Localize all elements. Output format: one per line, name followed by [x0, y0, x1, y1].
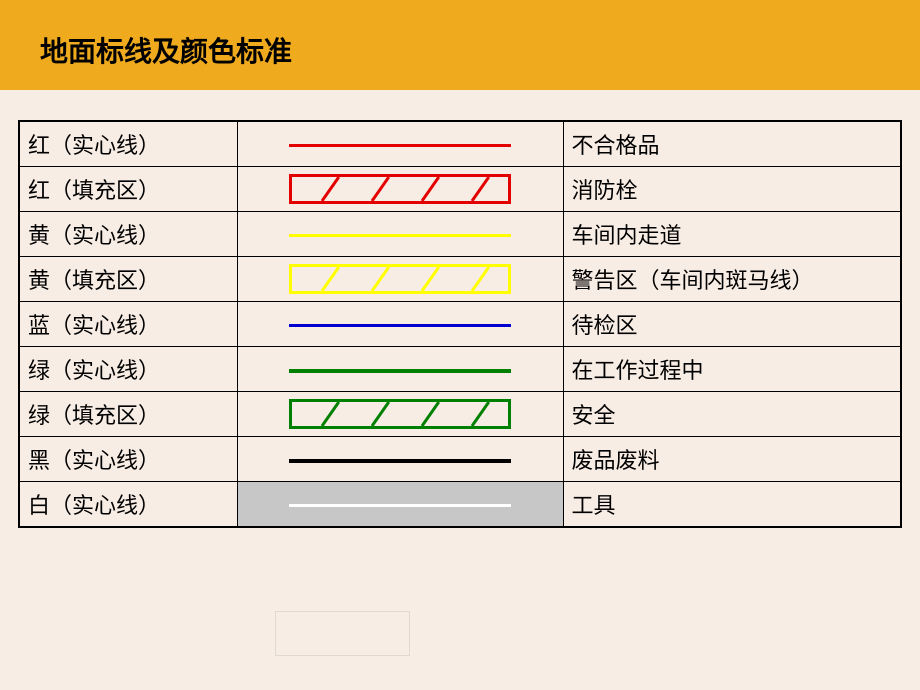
swatch-line [289, 234, 511, 237]
swatch-hatch-box [289, 174, 511, 204]
table-row: 黄（实心线） 车间内走道 [19, 212, 901, 257]
table-row: 绿（填充区） 安全 [19, 392, 901, 437]
table-row: 黑（实心线） 废品废料 [19, 437, 901, 482]
swatch-line [289, 369, 511, 373]
row-desc: 待检区 [563, 302, 901, 347]
row-desc: 消防栓 [563, 167, 901, 212]
swatch-line [289, 324, 511, 327]
row-swatch [237, 212, 563, 257]
row-swatch [237, 482, 563, 528]
row-swatch [237, 121, 563, 167]
row-name: 黄（填充区） [19, 257, 237, 302]
row-name: 蓝（实心线） [19, 302, 237, 347]
row-name: 红（填充区） [19, 167, 237, 212]
legend-table: 红（实心线） 不合格品红（填充区） 消防栓黄（实心线） 车间内走道黄（填充区） 警告区（… [18, 120, 902, 528]
row-desc: 废品废料 [563, 437, 901, 482]
row-desc: 安全 [563, 392, 901, 437]
row-desc: 不合格品 [563, 121, 901, 167]
row-swatch [237, 257, 563, 302]
row-desc: 警告区（车间内斑马线） [563, 257, 901, 302]
row-name: 黄（实心线） [19, 212, 237, 257]
hatch-pattern-icon [292, 402, 508, 426]
header-bar: 地面标线及颜色标准 [0, 0, 920, 90]
legend-tbody: 红（实心线） 不合格品红（填充区） 消防栓黄（实心线） 车间内走道黄（填充区） 警告区（… [19, 121, 901, 527]
table-row: 绿（实心线） 在工作过程中 [19, 347, 901, 392]
table-container: 红（实心线） 不合格品红（填充区） 消防栓黄（实心线） 车间内走道黄（填充区） 警告区（… [0, 90, 920, 528]
row-swatch [237, 392, 563, 437]
row-desc: 工具 [563, 482, 901, 528]
row-swatch [237, 347, 563, 392]
row-name: 红（实心线） [19, 121, 237, 167]
swatch-line [289, 504, 511, 507]
swatch-hatch-box [289, 264, 511, 294]
table-row: 白（实心线） 工具 [19, 482, 901, 528]
row-desc: 在工作过程中 [563, 347, 901, 392]
page-title: 地面标线及颜色标准 [40, 30, 880, 70]
hatch-pattern-icon [292, 267, 508, 291]
row-name: 绿（实心线） [19, 347, 237, 392]
swatch-line [289, 144, 511, 147]
row-name: 黑（实心线） [19, 437, 237, 482]
decorative-box [275, 611, 410, 656]
row-desc: 车间内走道 [563, 212, 901, 257]
table-row: 黄（填充区） 警告区（车间内斑马线） [19, 257, 901, 302]
swatch-line [289, 459, 511, 463]
table-row: 蓝（实心线） 待检区 [19, 302, 901, 347]
row-swatch [237, 437, 563, 482]
hatch-pattern-icon [292, 177, 508, 201]
row-name: 绿（填充区） [19, 392, 237, 437]
table-row: 红（实心线） 不合格品 [19, 121, 901, 167]
swatch-hatch-box [289, 399, 511, 429]
row-swatch [237, 302, 563, 347]
row-swatch [237, 167, 563, 212]
table-row: 红（填充区） 消防栓 [19, 167, 901, 212]
row-name: 白（实心线） [19, 482, 237, 528]
